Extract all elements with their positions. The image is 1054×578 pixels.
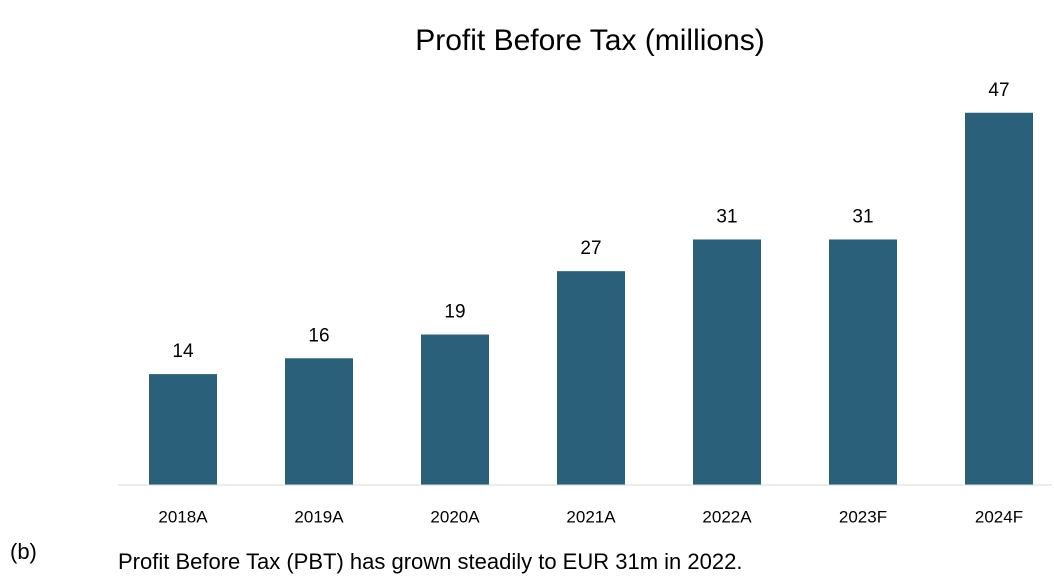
bar	[285, 358, 353, 485]
x-tick-label: 2021A	[566, 507, 616, 526]
data-label: 31	[716, 206, 737, 227]
figure-label: (b)	[10, 539, 37, 564]
data-label: 47	[988, 80, 1009, 101]
x-tick-label: 2023F	[839, 507, 887, 526]
data-label: 27	[580, 238, 601, 259]
chart-title: Profit Before Tax (millions)	[415, 24, 765, 57]
bar	[965, 112, 1033, 485]
x-tick-label: 2020A	[430, 507, 480, 526]
data-label: 19	[444, 302, 465, 323]
data-label: 14	[172, 341, 194, 362]
bar	[149, 374, 217, 485]
data-label: 16	[308, 325, 329, 346]
x-tick-label: 2022A	[702, 507, 752, 526]
bar	[693, 239, 761, 485]
caption: Profit Before Tax (PBT) has grown steadi…	[118, 549, 742, 574]
x-tick-label: 2019A	[294, 507, 344, 526]
bar	[421, 334, 489, 485]
x-tick-label: 2024F	[975, 507, 1023, 526]
x-tick-label: 2018A	[158, 507, 208, 526]
data-label: 31	[852, 206, 873, 227]
bar	[829, 239, 897, 485]
bar	[557, 271, 625, 485]
